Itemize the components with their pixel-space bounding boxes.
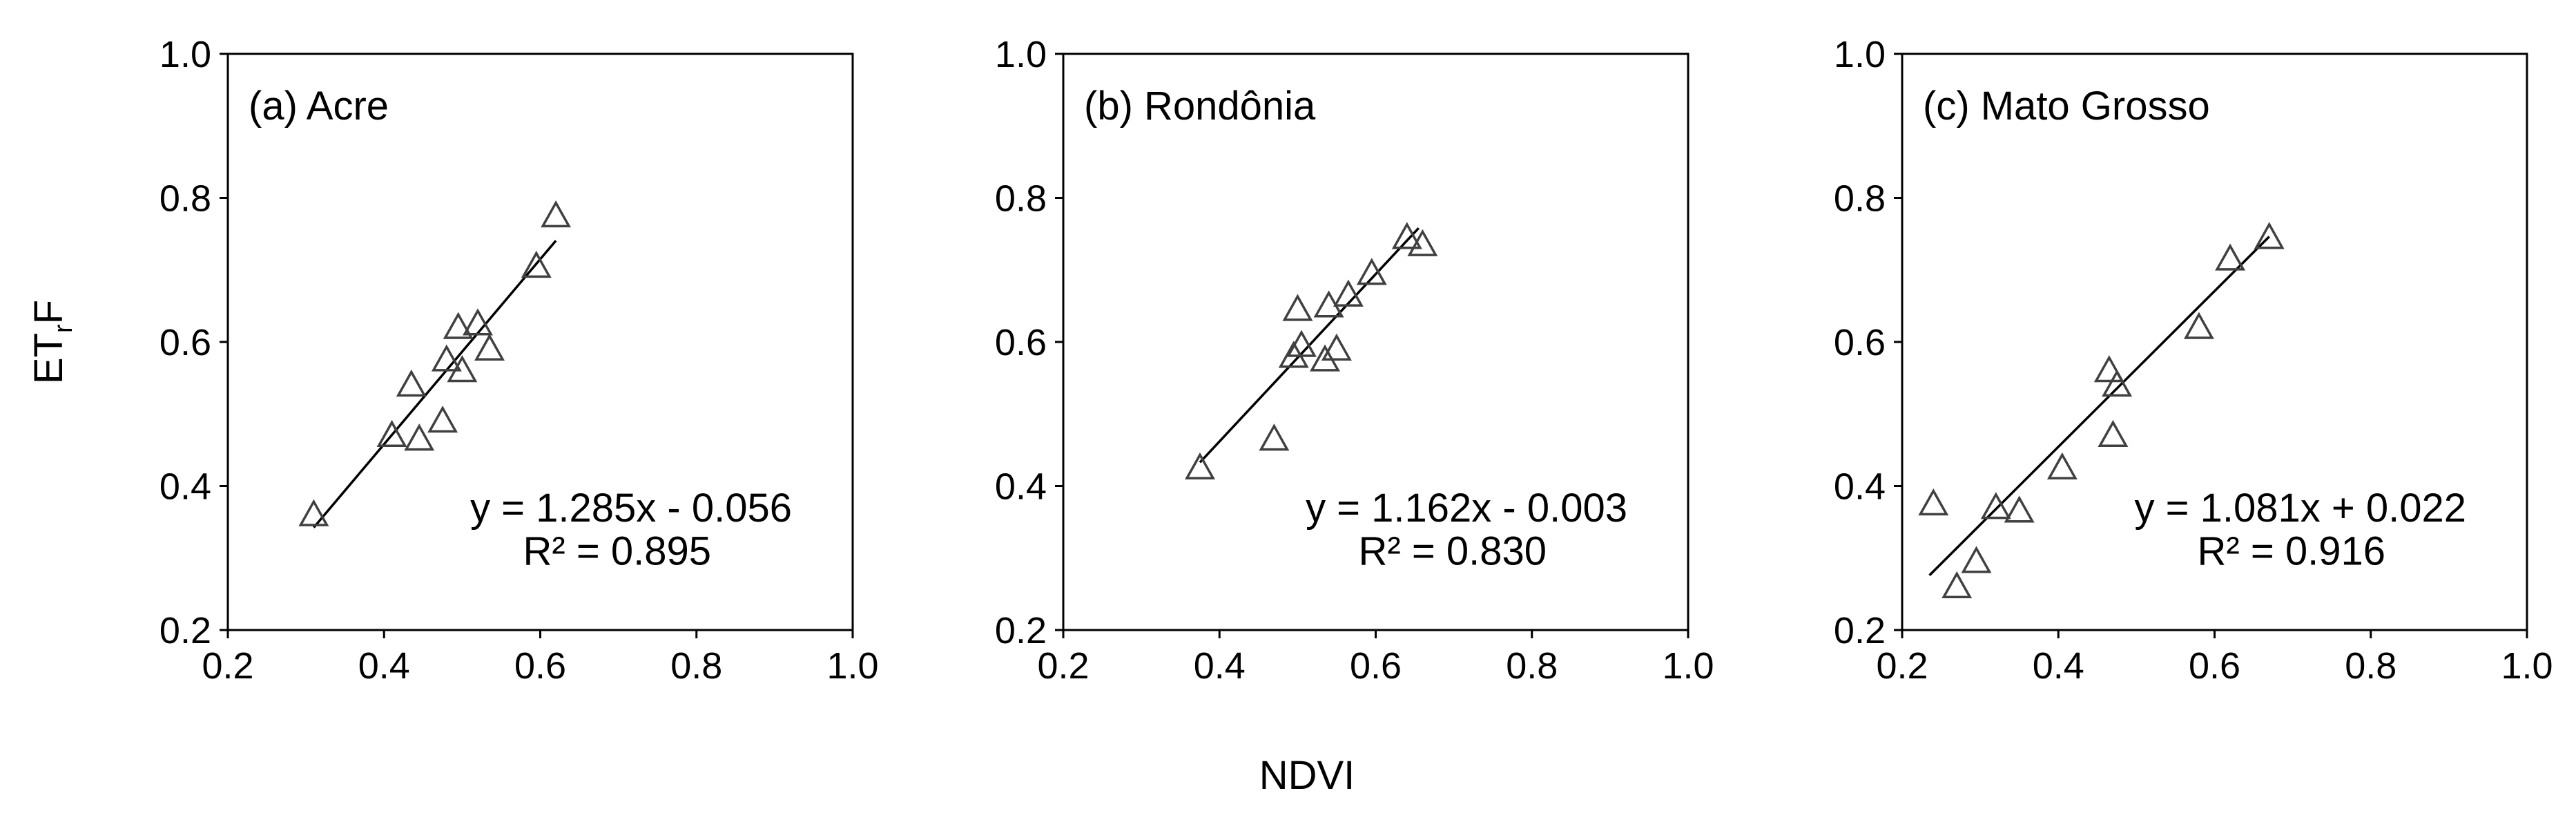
data-point xyxy=(2183,312,2214,339)
panel-label: (a) Acre xyxy=(249,84,389,128)
x-tick-label: 0.4 xyxy=(358,645,410,687)
x-tick-label: 0.6 xyxy=(2189,645,2240,687)
x-tick-label: 0.8 xyxy=(670,645,722,687)
panel-label: (c) Mato Grosso xyxy=(1923,84,2210,128)
y-tick-label: 0.8 xyxy=(1834,178,1886,220)
x-tick-label: 1.0 xyxy=(1662,645,1714,687)
y-tick-label: 1.0 xyxy=(995,34,1047,75)
y-axis-title-tail: F xyxy=(26,300,71,324)
data-point xyxy=(443,312,474,339)
data-point xyxy=(447,355,478,383)
data-point xyxy=(2046,452,2078,480)
data-point xyxy=(2004,495,2035,523)
y-tick-label: 0.6 xyxy=(1834,322,1886,363)
regression-equation: y = 1.081x + 0.022 xyxy=(2135,486,2466,531)
y-tick-label: 1.0 xyxy=(1834,34,1886,75)
data-point xyxy=(1391,222,1422,249)
y-tick-label: 0.2 xyxy=(159,610,211,651)
x-tick-label: 1.0 xyxy=(2501,645,2553,687)
r-squared: R² = 0.895 xyxy=(523,528,711,573)
data-point xyxy=(463,308,493,336)
data-point xyxy=(376,419,407,448)
data-point xyxy=(1185,452,1215,480)
y-tick-label: 0.2 xyxy=(995,610,1047,651)
data-point xyxy=(404,423,435,451)
regression-equation: y = 1.162x - 0.003 xyxy=(1306,486,1627,531)
data-point xyxy=(1407,229,1438,256)
y-tick-label: 1.0 xyxy=(159,34,211,75)
y-tick-label: 0.2 xyxy=(1834,610,1886,651)
data-point xyxy=(1980,492,2011,519)
y-axis-title: ETrF xyxy=(26,300,78,384)
data-point xyxy=(1259,423,1290,451)
x-tick-label: 0.8 xyxy=(2345,645,2396,687)
r-squared: R² = 0.916 xyxy=(2198,528,2385,573)
y-tick-label: 0.6 xyxy=(995,322,1047,363)
x-tick-label: 0.6 xyxy=(514,645,566,687)
data-point xyxy=(1282,294,1313,321)
data-point xyxy=(427,406,458,433)
x-axis-title: NDVI xyxy=(1259,753,1355,798)
y-tick-label: 0.8 xyxy=(995,178,1047,220)
regression-equation: y = 1.285x - 0.056 xyxy=(470,486,792,531)
y-tick-label: 0.6 xyxy=(159,322,211,363)
y-tick-label: 0.4 xyxy=(995,466,1047,508)
data-point xyxy=(521,250,552,278)
data-point xyxy=(474,333,505,361)
y-axis-title-main: ET xyxy=(26,333,71,384)
data-point xyxy=(298,499,329,526)
x-tick-label: 0.2 xyxy=(1037,645,1089,687)
y-tick-label: 0.4 xyxy=(1834,466,1886,508)
data-point xyxy=(1961,546,1992,573)
y-tick-label: 0.8 xyxy=(159,178,211,220)
y-axis-title-subscript: r xyxy=(49,324,78,333)
data-point xyxy=(1941,571,1973,599)
panel-mato-grosso: (c) Mato Grosso y = 1.081x + 0.022 R² = … xyxy=(1834,34,2553,687)
data-point xyxy=(2102,369,2133,397)
x-tick-label: 0.4 xyxy=(2033,645,2084,687)
data-point xyxy=(1356,258,1387,285)
data-point xyxy=(396,369,427,397)
y-tick-label: 0.4 xyxy=(159,466,211,508)
x-tick-label: 0.2 xyxy=(1876,645,1928,687)
data-point xyxy=(1321,333,1352,361)
trendline xyxy=(313,240,557,528)
data-point xyxy=(2215,243,2246,271)
x-tick-label: 0.4 xyxy=(1194,645,1246,687)
x-tick-label: 1.0 xyxy=(826,645,878,687)
panel-rondonia: (b) Rondônia y = 1.162x - 0.003 R² = 0.8… xyxy=(995,34,1714,687)
panel-label: (b) Rondônia xyxy=(1084,84,1316,128)
r-squared: R² = 0.830 xyxy=(1359,528,1547,573)
x-tick-label: 0.2 xyxy=(202,645,253,687)
x-tick-label: 0.6 xyxy=(1350,645,1402,687)
x-tick-label: 0.8 xyxy=(1506,645,1558,687)
data-point xyxy=(541,200,572,228)
data-point xyxy=(431,344,462,372)
panel-acre: (a) Acre y = 1.285x - 0.056 R² = 0.895 0… xyxy=(159,34,879,687)
data-point xyxy=(1333,279,1364,307)
data-point xyxy=(2098,419,2129,448)
data-point xyxy=(2093,355,2124,383)
data-point xyxy=(1918,488,1949,516)
data-point xyxy=(1286,330,1317,357)
data-point xyxy=(2254,222,2285,249)
